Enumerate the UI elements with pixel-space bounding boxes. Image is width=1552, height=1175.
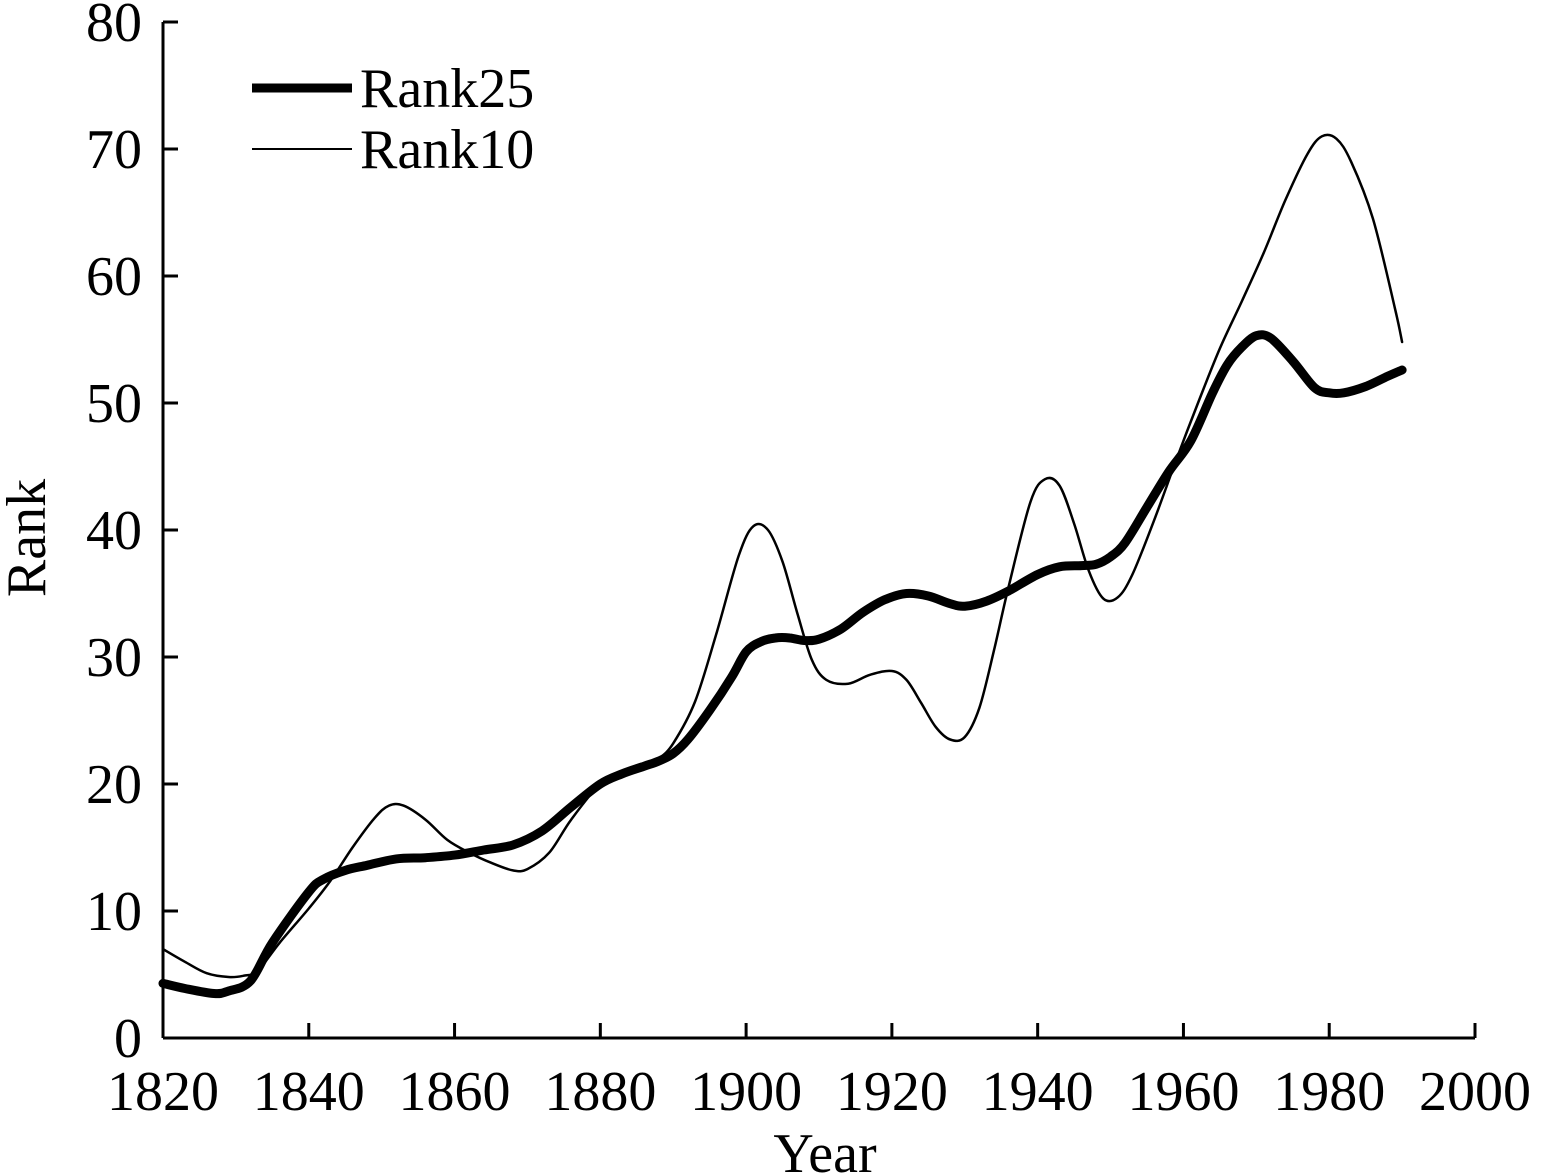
x-tick-label: 1860 [399,1061,511,1123]
x-tick-label: 1980 [1273,1061,1385,1123]
y-tick-label: 80 [86,0,142,54]
series-layer [158,133,1407,999]
series-line-rank25 [158,330,1407,999]
x-tick-label: 1920 [836,1061,948,1123]
legend-label-rank25: Rank25 [360,58,534,120]
x-tick-label: 1960 [1127,1061,1239,1123]
x-axis-title: Year [773,1123,877,1175]
legend-label-rank10: Rank10 [360,119,534,181]
x-tick-label: 1880 [544,1061,656,1123]
y-tick-label: 60 [86,246,142,308]
y-tick-label: 10 [86,881,142,943]
y-tick-label: 70 [86,119,142,181]
y-tick-label: 50 [86,373,142,435]
x-tick-label: 1820 [107,1061,219,1123]
y-tick-label: 30 [86,627,142,689]
y-axis-title: Rank [0,479,58,597]
series-line-rank10 [161,133,1404,979]
x-tick-label: 1900 [690,1061,802,1123]
x-tick-label: 1840 [253,1061,365,1123]
x-tick-label: 2000 [1419,1061,1531,1123]
ticks-layer: 1820 1840 1860 1880 1900 1920 1940 1960 1980 2000… [86,0,1531,1123]
y-tick-label: 20 [86,754,142,816]
legend: Rank25 Rank10 [252,58,534,181]
y-tick-label: 0 [114,1008,142,1070]
y-tick-label: 40 [86,500,142,562]
x-tick-label: 1940 [982,1061,1094,1123]
